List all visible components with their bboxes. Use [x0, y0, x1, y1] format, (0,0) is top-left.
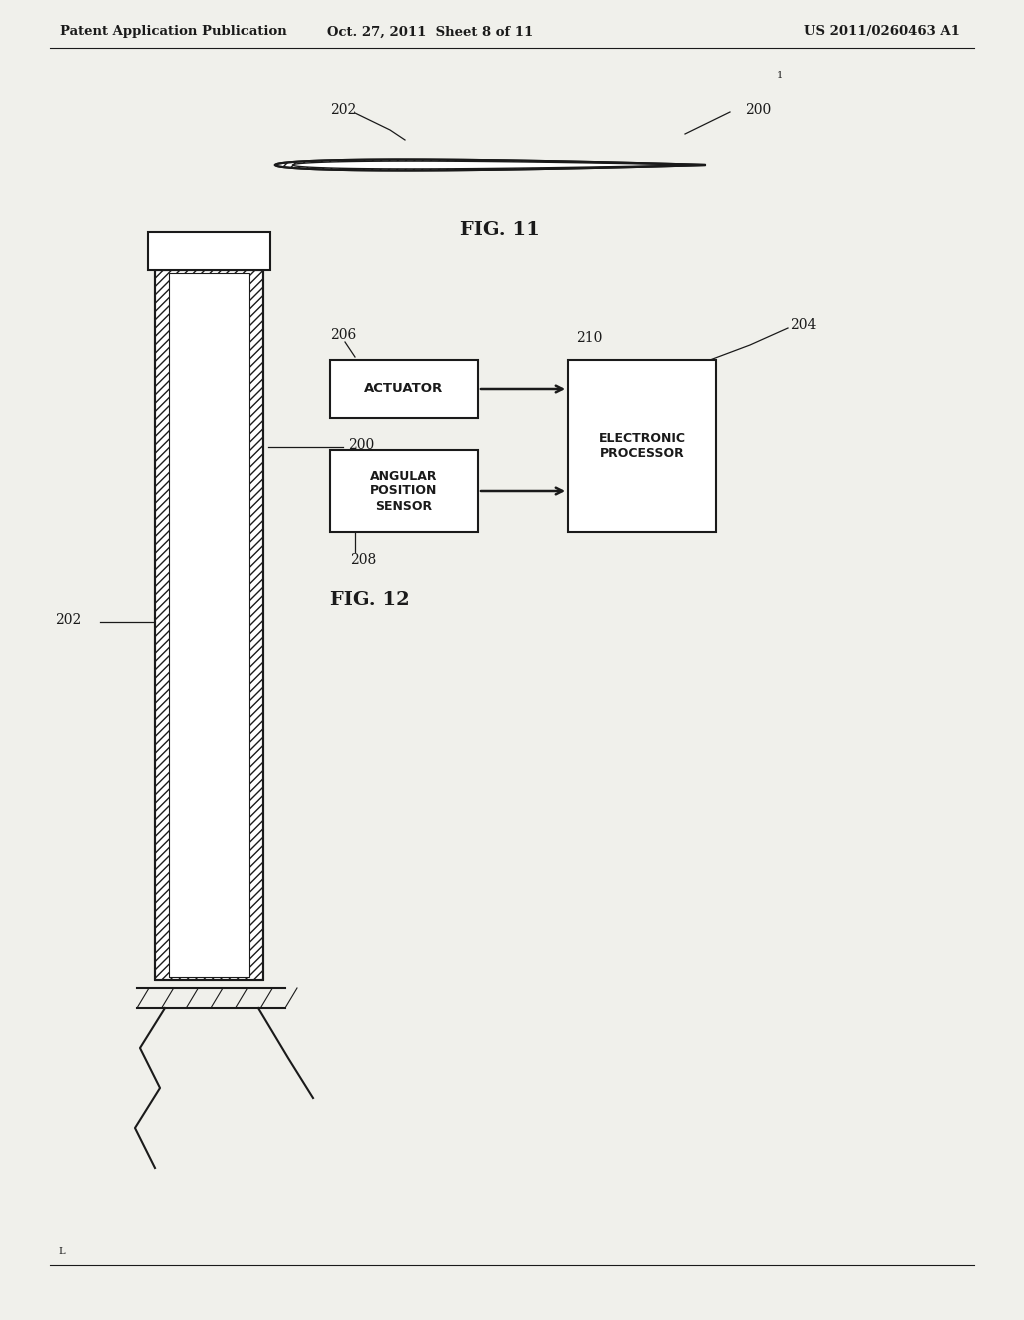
Text: US 2011/0260463 A1: US 2011/0260463 A1: [804, 25, 961, 38]
Text: 1: 1: [777, 70, 783, 79]
Text: 208: 208: [350, 553, 376, 568]
Text: FIG. 11: FIG. 11: [460, 220, 540, 239]
Polygon shape: [330, 450, 478, 532]
Text: 202: 202: [330, 103, 356, 117]
Polygon shape: [148, 232, 270, 271]
Text: 204: 204: [790, 318, 816, 333]
Text: Patent Application Publication: Patent Application Publication: [60, 25, 287, 38]
Polygon shape: [275, 160, 705, 170]
Text: FIG. 13: FIG. 13: [610, 511, 690, 529]
Text: Oct. 27, 2011  Sheet 8 of 11: Oct. 27, 2011 Sheet 8 of 11: [327, 25, 534, 38]
Text: ELECTRONIC
PROCESSOR: ELECTRONIC PROCESSOR: [598, 432, 685, 459]
Text: 210: 210: [575, 331, 602, 345]
Text: FIG. 12: FIG. 12: [330, 591, 410, 609]
Polygon shape: [568, 360, 716, 532]
Polygon shape: [330, 360, 478, 418]
Text: 206: 206: [330, 327, 356, 342]
Text: 200: 200: [745, 103, 771, 117]
Text: L: L: [58, 1247, 65, 1257]
Text: 202: 202: [55, 612, 81, 627]
Text: 200: 200: [348, 438, 374, 451]
Text: ANGULAR
POSITION
SENSOR: ANGULAR POSITION SENSOR: [371, 470, 437, 512]
Polygon shape: [293, 161, 687, 169]
Text: ACTUATOR: ACTUATOR: [365, 383, 443, 396]
Polygon shape: [155, 271, 263, 979]
Polygon shape: [169, 273, 249, 977]
